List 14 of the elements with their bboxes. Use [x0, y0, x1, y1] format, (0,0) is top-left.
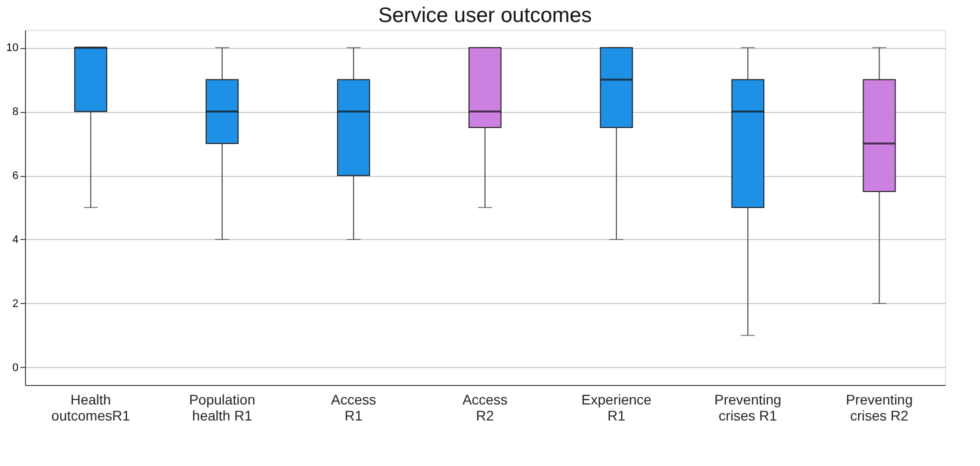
y-tick-label: 2	[12, 298, 18, 310]
x-tick-label: Preventing crises R2	[846, 392, 913, 424]
y-tick-label: 6	[12, 170, 18, 182]
y-tick-label: 0	[12, 362, 18, 374]
x-tick-label: Preventing crises R1	[714, 392, 782, 424]
y-tick-label: 4	[12, 234, 18, 246]
x-tick-label: Health outcomesR1	[51, 392, 130, 424]
x-tick-label: Access R1	[331, 392, 376, 424]
x-tick-label: Access R2	[462, 392, 508, 424]
chart-title: Service user outcomes	[378, 4, 592, 27]
x-tick-label: Experience R1	[581, 392, 652, 424]
y-tick-label: 10	[6, 42, 18, 54]
y-tick-label: 8	[12, 106, 18, 118]
x-tick-label: Population health R1	[189, 392, 256, 424]
